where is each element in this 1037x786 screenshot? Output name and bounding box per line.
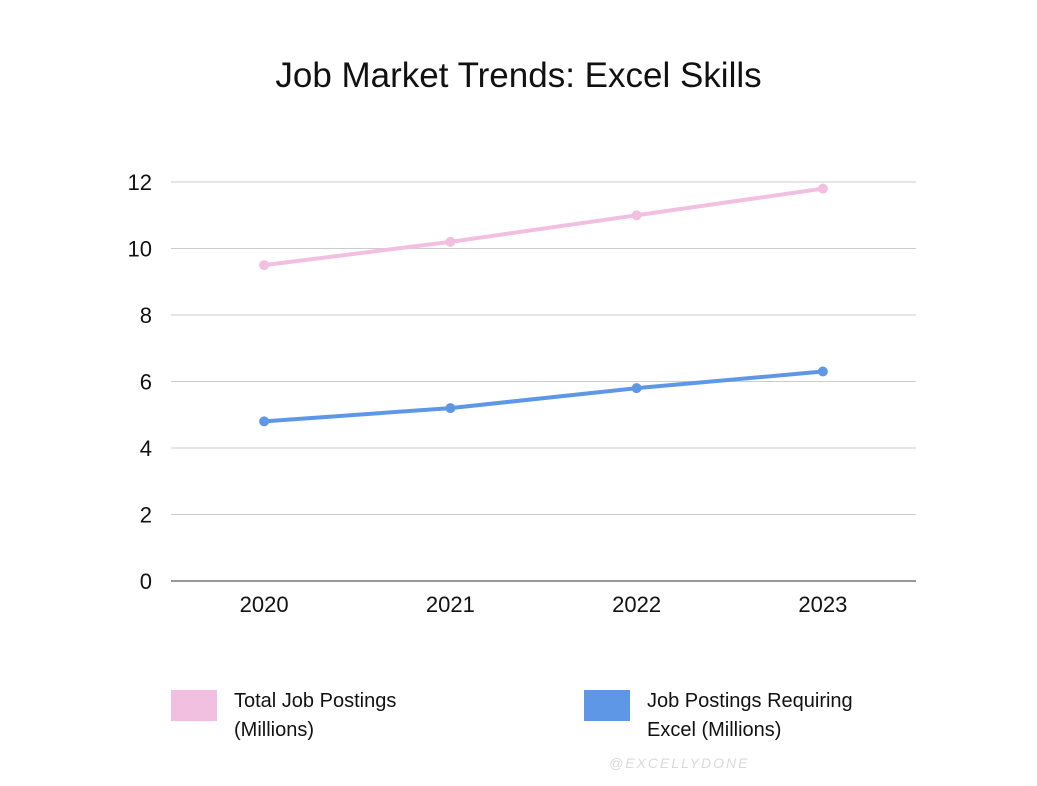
data-point <box>817 183 828 194</box>
data-point <box>817 366 828 377</box>
series-line-0 <box>262 186 825 268</box>
data-point <box>445 236 456 247</box>
x-tick-label: 2022 <box>612 592 661 617</box>
x-tick-label: 2020 <box>240 592 289 617</box>
y-tick-label: 8 <box>140 303 152 328</box>
y-tick-label: 10 <box>128 237 152 262</box>
x-tick-label: 2021 <box>426 592 475 617</box>
x-axis-ticks: 2020 2021 2022 2023 <box>240 592 848 617</box>
series-lines <box>259 183 828 427</box>
y-tick-label: 2 <box>140 503 152 528</box>
y-tick-label: 4 <box>140 436 152 461</box>
legend-label-total-postings: Total Job Postings (Millions) <box>234 690 397 741</box>
series-line-1 <box>262 369 825 424</box>
y-tick-label: 0 <box>140 569 152 594</box>
legend-swatch-total-postings <box>171 690 217 721</box>
y-axis-ticks: 0 2 4 6 8 10 12 <box>128 170 152 594</box>
watermark: @EXCELLYDONE <box>609 755 750 771</box>
x-tick-label: 2023 <box>798 592 847 617</box>
data-point <box>445 403 456 414</box>
data-point <box>631 383 642 394</box>
y-tick-label: 6 <box>140 370 152 395</box>
chart-title: Job Market Trends: Excel Skills <box>275 56 762 95</box>
gridlines <box>171 181 916 582</box>
y-tick-label: 12 <box>128 170 152 195</box>
legend-swatch-excel-postings <box>584 690 630 721</box>
data-point <box>631 210 642 221</box>
data-point <box>259 260 270 271</box>
data-point <box>259 416 270 427</box>
legend-label-excel-postings: Job Postings Requiring Excel (Millions) <box>647 690 853 741</box>
